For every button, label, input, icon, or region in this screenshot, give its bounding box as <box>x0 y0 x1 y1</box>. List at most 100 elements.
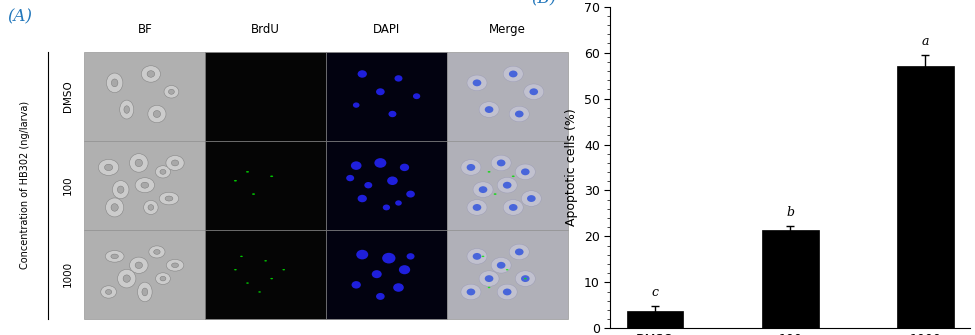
Text: 100: 100 <box>63 176 73 195</box>
Ellipse shape <box>118 269 136 288</box>
Ellipse shape <box>497 178 517 193</box>
Circle shape <box>488 287 490 288</box>
Circle shape <box>482 256 485 257</box>
Ellipse shape <box>516 271 535 286</box>
Ellipse shape <box>98 159 119 176</box>
Ellipse shape <box>524 84 544 99</box>
Ellipse shape <box>264 260 267 262</box>
Bar <box>326 230 447 319</box>
Ellipse shape <box>160 170 166 174</box>
Bar <box>761 229 819 328</box>
Ellipse shape <box>521 275 529 282</box>
Text: Merge: Merge <box>488 23 526 36</box>
Ellipse shape <box>136 159 142 166</box>
Ellipse shape <box>169 89 175 94</box>
Circle shape <box>493 193 496 195</box>
Ellipse shape <box>141 182 149 188</box>
Ellipse shape <box>516 164 535 180</box>
Ellipse shape <box>497 262 505 269</box>
Ellipse shape <box>358 195 367 202</box>
Ellipse shape <box>240 256 243 257</box>
Ellipse shape <box>467 200 487 215</box>
Bar <box>85 141 205 230</box>
Ellipse shape <box>479 271 499 286</box>
Ellipse shape <box>270 278 273 279</box>
Ellipse shape <box>120 100 134 119</box>
Ellipse shape <box>467 249 487 264</box>
Ellipse shape <box>383 204 390 210</box>
Ellipse shape <box>407 253 414 260</box>
Ellipse shape <box>172 263 178 268</box>
Ellipse shape <box>527 195 535 202</box>
Ellipse shape <box>376 293 385 300</box>
Ellipse shape <box>166 155 184 171</box>
Text: 1000: 1000 <box>63 261 73 287</box>
Ellipse shape <box>503 288 512 295</box>
Bar <box>447 52 567 141</box>
Ellipse shape <box>461 284 481 300</box>
Circle shape <box>506 269 509 270</box>
Bar <box>326 52 447 141</box>
Ellipse shape <box>130 154 148 172</box>
Ellipse shape <box>479 102 499 117</box>
Bar <box>447 230 567 319</box>
Ellipse shape <box>154 250 160 254</box>
Ellipse shape <box>105 198 124 217</box>
Ellipse shape <box>393 283 404 292</box>
Ellipse shape <box>387 177 398 185</box>
Text: b: b <box>786 206 795 219</box>
Ellipse shape <box>117 186 124 193</box>
Ellipse shape <box>246 282 249 284</box>
Text: c: c <box>651 286 659 299</box>
Ellipse shape <box>497 284 517 300</box>
Text: (A): (A) <box>8 8 33 25</box>
Ellipse shape <box>491 155 511 171</box>
Ellipse shape <box>485 275 493 282</box>
Ellipse shape <box>522 191 541 206</box>
Text: DAPI: DAPI <box>372 23 400 36</box>
Ellipse shape <box>167 259 184 271</box>
Ellipse shape <box>371 270 382 278</box>
Ellipse shape <box>136 262 142 269</box>
Ellipse shape <box>148 205 154 210</box>
Bar <box>85 52 205 141</box>
Ellipse shape <box>374 158 386 168</box>
Ellipse shape <box>159 192 178 205</box>
Ellipse shape <box>503 200 524 215</box>
Ellipse shape <box>400 164 410 171</box>
Y-axis label: Apoptotic cells (%): Apoptotic cells (%) <box>566 109 578 226</box>
Ellipse shape <box>258 291 261 293</box>
Ellipse shape <box>160 276 166 281</box>
Ellipse shape <box>467 288 475 295</box>
Text: BF: BF <box>137 23 152 36</box>
Ellipse shape <box>461 159 481 175</box>
Text: DMSO: DMSO <box>63 80 73 112</box>
Ellipse shape <box>156 273 171 284</box>
Ellipse shape <box>137 282 152 302</box>
Ellipse shape <box>356 250 369 259</box>
Ellipse shape <box>515 111 524 118</box>
Ellipse shape <box>147 71 155 77</box>
Ellipse shape <box>123 275 131 282</box>
Ellipse shape <box>164 85 178 98</box>
Circle shape <box>524 278 526 279</box>
Ellipse shape <box>358 70 367 78</box>
Bar <box>897 66 954 328</box>
Ellipse shape <box>283 269 285 270</box>
Ellipse shape <box>105 289 112 294</box>
Ellipse shape <box>529 88 538 95</box>
Ellipse shape <box>509 106 529 122</box>
Ellipse shape <box>111 254 118 259</box>
Ellipse shape <box>413 93 420 99</box>
Ellipse shape <box>111 79 118 87</box>
Ellipse shape <box>467 75 487 91</box>
Ellipse shape <box>388 111 397 117</box>
Ellipse shape <box>136 178 155 193</box>
Ellipse shape <box>509 71 518 77</box>
Ellipse shape <box>399 265 410 274</box>
Ellipse shape <box>234 269 237 270</box>
Bar <box>627 311 683 328</box>
Ellipse shape <box>479 186 488 193</box>
Bar <box>326 141 447 230</box>
Ellipse shape <box>270 176 273 177</box>
